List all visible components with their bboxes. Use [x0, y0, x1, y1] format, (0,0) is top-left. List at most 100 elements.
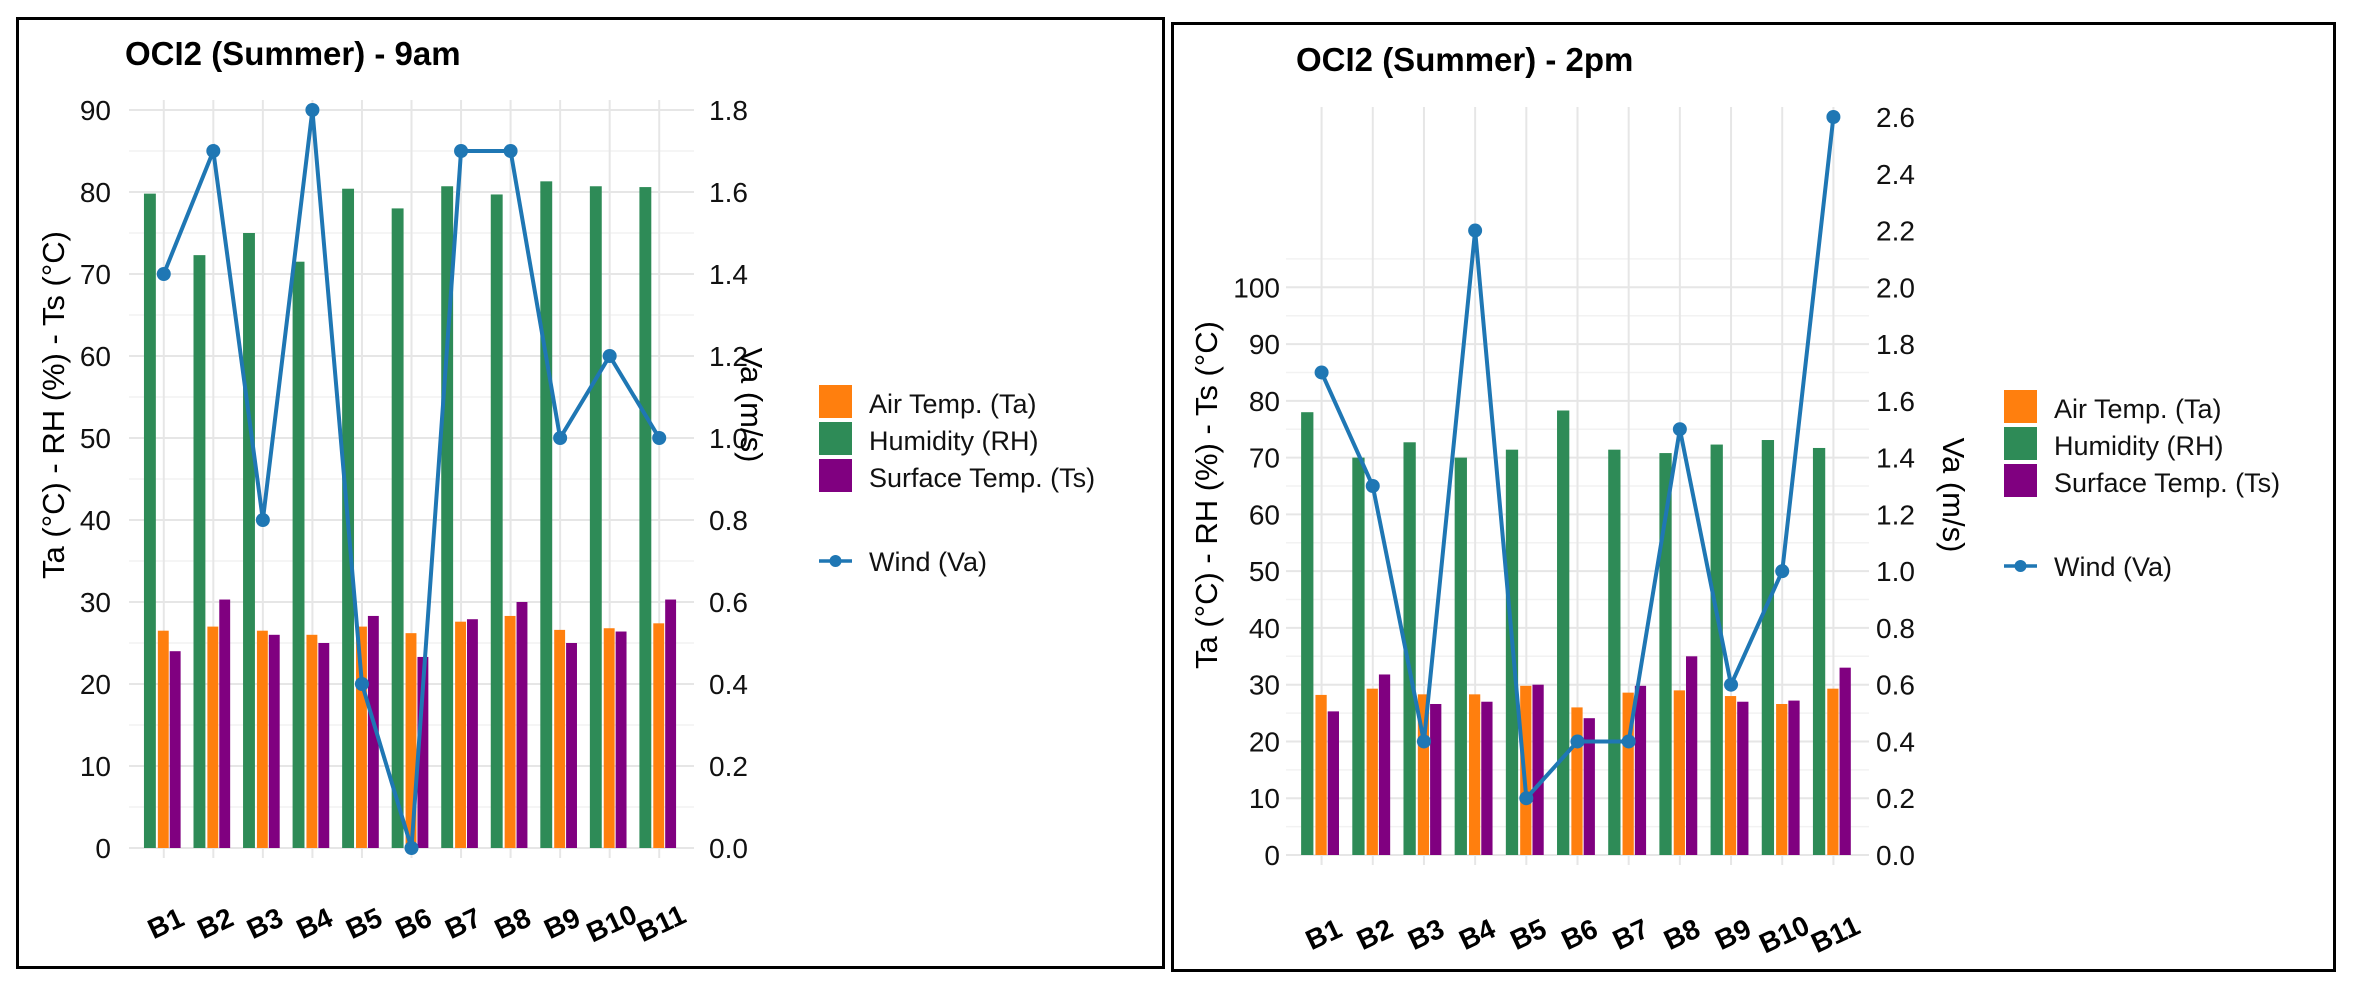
bar-air-temp-b4: [1468, 694, 1481, 855]
bar-surface-temp-b2: [219, 599, 231, 848]
bar-air-temp-b1: [1315, 694, 1327, 855]
legend-swatch-surface-temp: [819, 459, 852, 492]
bar-surface-temp-b8: [516, 602, 528, 848]
wind-point-b2: [206, 144, 221, 158]
bar-air-temp-b3: [256, 630, 268, 848]
bar-air-temp-b10: [1776, 703, 1788, 855]
y-tick-label: 80: [1249, 386, 1280, 417]
y2-tick-label: 0.6: [709, 587, 748, 618]
y-tick-label: 40: [80, 505, 111, 536]
bar-surface-temp-b7: [1634, 685, 1647, 855]
wind-point-b11: [652, 431, 667, 445]
y-tick-label: 20: [80, 669, 111, 700]
y-tick-label: 0: [95, 833, 111, 864]
y2-tick-label: 1.0: [1876, 556, 1915, 587]
legend-swatch-air-temp: [819, 385, 852, 418]
bar-humidity-b7: [1608, 449, 1621, 855]
bar-surface-temp-b5: [367, 615, 379, 848]
bar-humidity-b10: [589, 186, 602, 848]
bar-surface-temp-b9: [566, 643, 577, 848]
bar-surface-temp-b8: [1686, 656, 1698, 855]
bar-humidity-b4: [1454, 457, 1467, 855]
x-tick-label-b11: B11: [632, 899, 690, 948]
bar-humidity-b4: [292, 261, 305, 848]
bar-humidity-b6: [391, 208, 404, 848]
y2-tick-label: 1.4: [1876, 443, 1915, 474]
x-tick-label-b10: B10: [582, 898, 642, 948]
bar-surface-temp-b1: [1327, 711, 1339, 855]
wind-point-b3: [255, 513, 270, 527]
chart-title: OCI2 (Summer) - 9am: [125, 35, 461, 72]
y-tick-label: 0: [1264, 840, 1280, 871]
bar-air-temp-b11: [653, 623, 665, 848]
bar-air-temp-b2: [1366, 688, 1378, 855]
bar-surface-temp-b5: [1532, 684, 1544, 855]
legend-marker-wind: [2014, 560, 2027, 572]
bar-surface-temp-b2: [1378, 674, 1391, 855]
y2-tick-label: 2.6: [1876, 102, 1915, 133]
y-tick-label: 10: [1249, 783, 1280, 814]
legend-label-surface-temp: Surface Temp. (Ts): [2054, 468, 2280, 498]
x-tick-label-b7: B7: [1608, 913, 1654, 956]
y-tick-label: 70: [80, 259, 111, 290]
x-tick-label-b8: B8: [1659, 913, 1705, 956]
wind-point-b5: [354, 677, 369, 691]
y-tick-label: 30: [80, 587, 111, 618]
bar-humidity-b2: [193, 255, 206, 848]
x-tick-label-b3: B3: [1403, 913, 1449, 956]
x-tick-label-b2: B2: [1352, 913, 1398, 956]
y2-tick-label: 1.4: [709, 259, 748, 290]
x-tick-label-b6: B6: [391, 902, 437, 945]
bar-surface-temp-b10: [1788, 700, 1800, 855]
y2-tick-label: 0.2: [1876, 783, 1915, 814]
chart-svg-2pm: 0 10 20 30 40 50 60 70 80 90 100 0.0 0.2 0.4 0.6 0.8 1.…: [1189, 41, 2280, 959]
x-tick-label-b2: B2: [193, 902, 239, 945]
wind-point-b1: [1314, 365, 1329, 380]
chart-svg-9am: 0 10 20 30 40 50 60 70 80 90 0.0 0.2 0.4 0.6 0.8 1.0 1.…: [36, 35, 1095, 948]
wind-point-b6: [1570, 734, 1585, 749]
x-tick-label-b7: B7: [440, 902, 486, 945]
wind-point-b4: [305, 103, 320, 117]
bar-humidity-b1: [1301, 412, 1314, 855]
y-tick-label: 100: [1233, 272, 1280, 303]
y2-tick-label: 1.8: [1876, 329, 1915, 360]
wind-point-b11: [1826, 110, 1841, 124]
legend-label-wind: Wind (Va): [869, 547, 987, 577]
bar-humidity-b3: [243, 233, 255, 848]
bar-humidity-b9: [540, 181, 553, 849]
y-axis-label: Ta (°C) - RH (%) - Ts (°C): [36, 231, 71, 579]
y2-tick-label: 0.4: [709, 669, 748, 700]
y-tick-label: 40: [1249, 613, 1280, 644]
y2-tick-label: 0.0: [709, 833, 748, 864]
bar-air-temp-b1: [157, 630, 169, 848]
y2-tick-label: 1.2: [1876, 499, 1915, 530]
bar-humidity-b9: [1710, 444, 1723, 855]
bar-surface-temp-b9: [1737, 701, 1749, 855]
y2-tick-label: 2.0: [1876, 272, 1915, 303]
bar-humidity-b1: [143, 193, 156, 848]
wind-point-b4: [1468, 223, 1483, 238]
bar-surface-temp-b11: [1839, 667, 1851, 855]
y-tick-label: 30: [1249, 670, 1280, 701]
y-tick-label: 90: [80, 95, 111, 126]
y-tick-label: 60: [80, 341, 111, 372]
y-tick-label: 50: [80, 423, 111, 454]
bar-humidity-b8: [1659, 453, 1672, 855]
legend-label-air-temp: Air Temp. (Ta): [869, 389, 1037, 419]
x-tick-label-b9: B9: [1710, 913, 1756, 956]
bar-humidity-b7: [441, 186, 454, 848]
x-tick-label-b11: B11: [1806, 910, 1864, 959]
wind-point-b3: [1416, 734, 1431, 749]
x-tick-label-b6: B6: [1557, 913, 1603, 956]
bar-surface-temp-b10: [615, 631, 627, 848]
x-tick-label-b4: B4: [292, 902, 338, 945]
x-tick-label-b5: B5: [1506, 913, 1552, 956]
y-axis-label: Ta (°C) - RH (%) - Ts (°C): [1189, 321, 1224, 669]
bar-air-temp-b4: [306, 634, 318, 848]
bar-surface-temp-b6: [417, 656, 429, 848]
x-tick-label-b4: B4: [1454, 913, 1500, 956]
bar-humidity-b8: [490, 194, 503, 848]
bar-surface-temp-b3: [1430, 703, 1442, 855]
bar-surface-temp-b6: [1583, 718, 1595, 855]
bar-humidity-b6: [1557, 410, 1570, 855]
